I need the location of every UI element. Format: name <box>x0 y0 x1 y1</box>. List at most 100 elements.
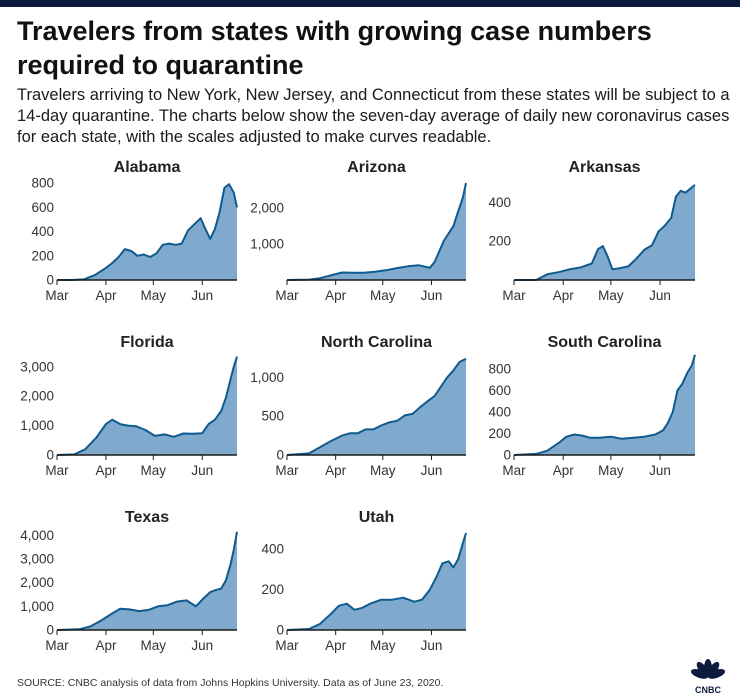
series-area <box>287 183 466 280</box>
y-tick-label: 2,000 <box>20 575 54 590</box>
chart-title: Alabama <box>114 159 181 176</box>
top-accent-bar <box>0 0 740 7</box>
x-tick-label: May <box>141 288 167 303</box>
x-tick-label: Apr <box>325 638 347 653</box>
x-tick-label: Mar <box>275 463 299 478</box>
y-tick-label: 3,000 <box>20 359 54 374</box>
chart-panel: South Carolina Mar Apr May Jun 0 200 400 600 800 <box>488 334 696 478</box>
series-area <box>287 533 466 630</box>
y-tick-label: 3,000 <box>20 552 54 567</box>
y-tick-label: 0 <box>503 448 511 463</box>
y-tick-label: 800 <box>488 361 511 376</box>
y-tick-label: 0 <box>46 448 54 463</box>
chart-title: South Carolina <box>548 334 662 351</box>
y-tick-label: 4,000 <box>20 528 54 543</box>
chart-panel: Alabama Mar Apr May Jun 0 200 400 600 800 <box>31 159 238 303</box>
series-area <box>514 184 695 280</box>
chart-panel: Arkansas Mar Apr May Jun 200 400 <box>488 159 696 303</box>
x-tick-label: Mar <box>45 638 69 653</box>
y-tick-label: 0 <box>276 448 284 463</box>
chart-title: North Carolina <box>321 334 432 351</box>
y-tick-label: 200 <box>488 234 511 249</box>
x-tick-label: Mar <box>45 463 69 478</box>
series-line <box>286 182 467 281</box>
x-tick-label: Jun <box>421 638 443 653</box>
y-tick-label: 2,000 <box>20 389 54 404</box>
chart-title: Texas <box>125 509 169 526</box>
x-tick-label: May <box>141 463 167 478</box>
x-tick-label: Jun <box>649 463 671 478</box>
chart-panel: North Carolina Mar Apr May Jun 0 500 1,000 <box>250 334 467 478</box>
series-area <box>57 531 237 630</box>
x-tick-label: Mar <box>275 288 299 303</box>
page-title: Travelers from states with growing case … <box>17 16 652 80</box>
y-tick-label: 400 <box>31 224 54 239</box>
x-tick-label: Jun <box>191 463 213 478</box>
chart-panel: Texas Mar Apr May Jun 0 1,000 2,000 3,000 4,000 <box>20 509 238 653</box>
series-area <box>57 184 237 280</box>
y-tick-label: 0 <box>276 623 284 638</box>
x-tick-label: Jun <box>649 288 671 303</box>
x-tick-label: Jun <box>191 638 213 653</box>
x-tick-label: Apr <box>553 288 575 303</box>
y-tick-label: 1,000 <box>20 418 54 433</box>
chart-title: Arizona <box>347 159 406 176</box>
chart-panel: Arizona Mar Apr May Jun 1,000 2,000 <box>250 159 467 303</box>
cnbc-peacock-logo: CNBC <box>690 659 726 695</box>
y-tick-label: 500 <box>261 409 284 424</box>
x-tick-label: Apr <box>553 463 575 478</box>
x-tick-label: May <box>370 638 396 653</box>
series-line <box>286 357 467 456</box>
series-line <box>514 184 696 281</box>
y-tick-label: 0 <box>46 623 54 638</box>
x-tick-label: Apr <box>325 463 347 478</box>
series-area <box>514 354 695 455</box>
series-line <box>286 532 467 631</box>
y-tick-label: 1,000 <box>250 370 284 385</box>
x-tick-label: Jun <box>421 288 443 303</box>
x-tick-label: Jun <box>421 463 443 478</box>
y-tick-label: 200 <box>261 582 284 597</box>
source-note: SOURCE: CNBC analysis of data from Johns… <box>17 677 444 689</box>
x-tick-label: Apr <box>95 288 117 303</box>
y-tick-label: 400 <box>261 542 284 557</box>
series-line <box>56 356 238 456</box>
chart-title: Florida <box>120 334 173 351</box>
x-tick-label: Mar <box>45 288 69 303</box>
y-tick-label: 0 <box>46 273 54 288</box>
x-tick-label: May <box>370 463 396 478</box>
series-line <box>57 183 238 281</box>
series-line <box>56 531 238 631</box>
series-area <box>57 356 237 455</box>
y-tick-label: 200 <box>31 248 54 263</box>
x-tick-label: May <box>598 288 624 303</box>
x-tick-label: May <box>598 463 624 478</box>
x-tick-label: Mar <box>502 288 526 303</box>
logo-wordmark: CNBC <box>695 685 721 695</box>
x-tick-label: May <box>370 288 396 303</box>
y-tick-label: 400 <box>488 195 511 210</box>
x-tick-label: Jun <box>191 288 213 303</box>
y-tick-label: 600 <box>488 383 511 398</box>
x-tick-label: Apr <box>95 638 117 653</box>
page-subtitle: Travelers arriving to New York, New Jers… <box>17 86 730 146</box>
chart-title: Utah <box>359 509 395 526</box>
x-tick-label: Apr <box>95 463 117 478</box>
x-tick-label: May <box>141 638 167 653</box>
y-tick-label: 600 <box>31 200 54 215</box>
chart-panel: Florida Mar Apr May Jun 0 1,000 2,000 3,000 <box>20 334 238 478</box>
y-tick-label: 2,000 <box>250 201 284 216</box>
series-line <box>513 354 696 456</box>
x-tick-label: Mar <box>275 638 299 653</box>
y-tick-label: 800 <box>31 176 54 191</box>
chart-panel: Utah Mar Apr May Jun 0 200 400 <box>261 509 467 653</box>
y-tick-label: 400 <box>488 404 511 419</box>
y-tick-label: 1,000 <box>20 599 54 614</box>
y-tick-label: 200 <box>488 426 511 441</box>
x-tick-label: Mar <box>502 463 526 478</box>
x-tick-label: Apr <box>325 288 347 303</box>
series-area <box>287 358 466 455</box>
chart-title: Arkansas <box>568 159 640 176</box>
y-tick-label: 1,000 <box>250 237 284 252</box>
